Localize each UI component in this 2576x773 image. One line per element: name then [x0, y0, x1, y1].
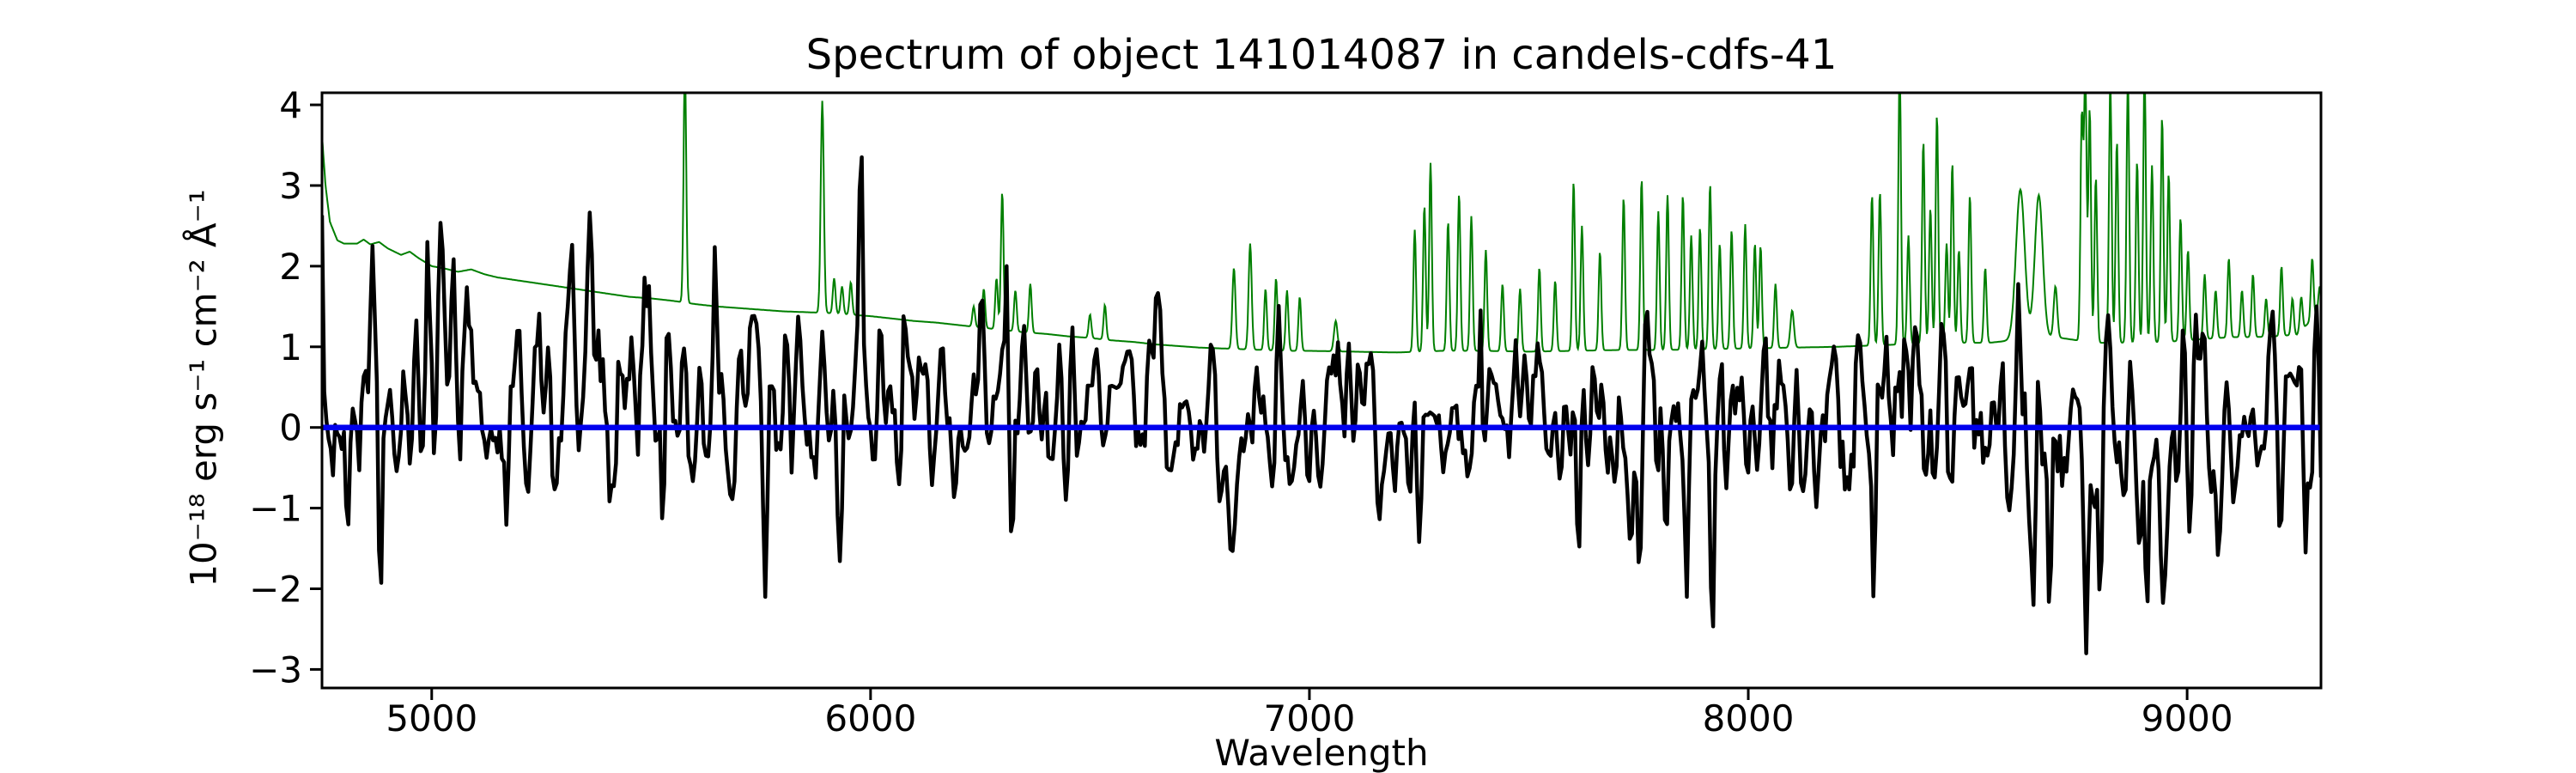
y-axis-tick-label: 1 [279, 326, 302, 368]
x-axis-label: Wavelength [1214, 732, 1429, 773]
y-axis-tick-label: −3 [249, 648, 302, 691]
plot-data-area [322, 93, 2321, 655]
y-axis-tick-label: 2 [279, 246, 302, 288]
axes-spines [320, 91, 2323, 690]
x-axis-tick-label: 5000 [386, 697, 477, 740]
plot-title: Spectrum of object 141014087 in candels-… [805, 31, 1838, 79]
sky-noise-spectrum-line [322, 93, 2321, 354]
x-axis-tick-label: 6000 [824, 697, 916, 740]
y-axis-label: 10⁻¹⁸ erg s⁻¹ cm⁻² Å⁻¹ [182, 189, 225, 587]
x-axis-tick-label: 8000 [1703, 697, 1795, 740]
y-axis-tick-label: −2 [249, 569, 302, 611]
y-axis-tick-label: 0 [279, 407, 302, 449]
x-axis-tick-label: 9000 [2142, 697, 2233, 740]
y-axis-tick-label: 3 [279, 165, 302, 207]
x-axis-tick-label: 7000 [1263, 697, 1355, 740]
y-axis-tick-label: 4 [279, 84, 302, 126]
y-axis-tick-label: −1 [249, 488, 302, 530]
flux-spectrum-line [322, 155, 2321, 655]
